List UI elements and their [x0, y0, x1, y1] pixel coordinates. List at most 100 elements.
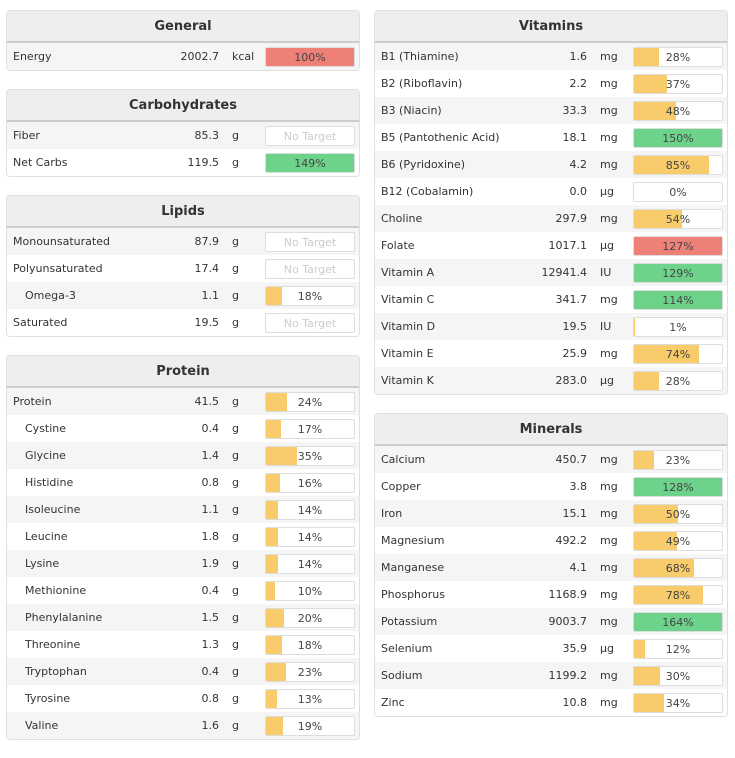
- nutrient-amount: 10.8: [562, 696, 588, 709]
- nutrient-row-fiber[interactable]: Fiber 85.3 g No Target: [7, 122, 359, 149]
- target-progress-bar: 18%: [265, 286, 355, 306]
- nutrient-row-protein[interactable]: Protein 41.5 g 24%: [7, 388, 359, 415]
- target-progress-bar: 54%: [633, 209, 723, 229]
- progress-label: 114%: [662, 294, 694, 307]
- nutrient-amount: 1017.1: [548, 239, 588, 252]
- nutrient-row-manganese[interactable]: Manganese 4.1 mg 68%: [375, 554, 727, 581]
- nutrient-unit: mg: [600, 293, 618, 306]
- target-progress-bar: 49%: [633, 531, 723, 551]
- nutrient-amount: 2.2: [569, 77, 588, 90]
- target-progress-bar: 37%: [633, 74, 723, 94]
- nutrient-unit: g: [232, 449, 239, 462]
- progress-label: 14%: [297, 558, 323, 571]
- progress-label: 0%: [669, 186, 687, 199]
- nutrient-row-leucine[interactable]: Leucine 1.8 g 14%: [7, 523, 359, 550]
- nutrient-row-histidine[interactable]: Histidine 0.8 g 16%: [7, 469, 359, 496]
- progress-label: 28%: [665, 375, 691, 388]
- nutrient-row-folate[interactable]: Folate 1017.1 µg 127%: [375, 232, 727, 259]
- progress-fill: [634, 451, 655, 469]
- panel-title: General: [7, 11, 359, 43]
- progress-fill: [634, 532, 678, 550]
- nutrient-name: Folate: [381, 239, 415, 252]
- progress-fill: [634, 694, 664, 712]
- nutrient-amount: 12941.4: [541, 266, 588, 279]
- nutrient-row-lysine[interactable]: Lysine 1.9 g 14%: [7, 550, 359, 577]
- nutrient-row-b3-niacin[interactable]: B3 (Niacin) 33.3 mg 48%: [375, 97, 727, 124]
- progress-fill: [266, 690, 278, 708]
- progress-fill: [266, 447, 297, 465]
- progress-label: 28%: [665, 51, 691, 64]
- nutrient-name: Vitamin K: [381, 374, 434, 387]
- nutrient-unit: mg: [600, 534, 618, 547]
- nutrient-row-vitamin-c[interactable]: Vitamin C 341.7 mg 114%: [375, 286, 727, 313]
- nutrient-unit: mg: [600, 50, 618, 63]
- nutrient-row-calcium[interactable]: Calcium 450.7 mg 23%: [375, 446, 727, 473]
- nutrient-row-copper[interactable]: Copper 3.8 mg 128%: [375, 473, 727, 500]
- nutrient-unit: mg: [600, 347, 618, 360]
- nutrient-row-vitamin-e[interactable]: Vitamin E 25.9 mg 74%: [375, 340, 727, 367]
- nutrient-row-cystine[interactable]: Cystine 0.4 g 17%: [7, 415, 359, 442]
- nutrient-row-threonine[interactable]: Threonine 1.3 g 18%: [7, 631, 359, 658]
- nutrient-unit: g: [232, 638, 239, 651]
- nutrient-row-choline[interactable]: Choline 297.9 mg 54%: [375, 205, 727, 232]
- nutrient-row-energy[interactable]: Energy 2002.7 kcal 100%: [7, 43, 359, 70]
- target-progress-bar: 23%: [265, 662, 355, 682]
- nutrient-row-b12-cobalamin[interactable]: B12 (Cobalamin) 0.0 µg 0%: [375, 178, 727, 205]
- nutrient-row-vitamin-k[interactable]: Vitamin K 283.0 µg 28%: [375, 367, 727, 394]
- nutrient-amount: 0.4: [201, 422, 220, 435]
- nutrient-row-sodium[interactable]: Sodium 1199.2 mg 30%: [375, 662, 727, 689]
- progress-label: 48%: [665, 105, 691, 118]
- nutrient-row-iron[interactable]: Iron 15.1 mg 50%: [375, 500, 727, 527]
- progress-label: 19%: [297, 720, 323, 733]
- nutrient-name: Potassium: [381, 615, 438, 628]
- nutrient-row-selenium[interactable]: Selenium 35.9 µg 12%: [375, 635, 727, 662]
- panel-carbohydrates: Carbohydrates Fiber 85.3 g No Target Net Carb…: [6, 89, 360, 177]
- nutrient-row-phosphorus[interactable]: Phosphorus 1168.9 mg 78%: [375, 581, 727, 608]
- target-progress-bar: 74%: [633, 344, 723, 364]
- nutrient-row-b2-riboflavin[interactable]: B2 (Riboflavin) 2.2 mg 37%: [375, 70, 727, 97]
- nutrient-row-methionine[interactable]: Methionine 0.4 g 10%: [7, 577, 359, 604]
- nutrient-row-b6-pyridoxine[interactable]: B6 (Pyridoxine) 4.2 mg 85%: [375, 151, 727, 178]
- panel-title: Protein: [7, 356, 359, 388]
- nutrient-row-monounsaturated[interactable]: Monounsaturated 87.9 g No Target: [7, 228, 359, 255]
- right-column: Vitamins B1 (Thiamine) 1.6 mg 28% B2 (Ribofla…: [374, 10, 728, 735]
- target-progress-bar: 78%: [633, 585, 723, 605]
- progress-fill: [634, 291, 722, 309]
- panel-vitamins: Vitamins B1 (Thiamine) 1.6 mg 28% B2 (Ribofla…: [374, 10, 728, 395]
- nutrient-row-valine[interactable]: Valine 1.6 g 19%: [7, 712, 359, 739]
- nutrient-row-vitamin-a[interactable]: Vitamin A 12941.4 IU 129%: [375, 259, 727, 286]
- nutrient-row-b1-thiamine[interactable]: B1 (Thiamine) 1.6 mg 28%: [375, 43, 727, 70]
- nutrient-row-tyrosine[interactable]: Tyrosine 0.8 g 13%: [7, 685, 359, 712]
- nutrient-row-phenylalanine[interactable]: Phenylalanine 1.5 g 20%: [7, 604, 359, 631]
- nutrient-amount: 1.9: [201, 557, 220, 570]
- target-progress-bar: 14%: [265, 527, 355, 547]
- nutrient-row-glycine[interactable]: Glycine 1.4 g 35%: [7, 442, 359, 469]
- nutrient-row-tryptophan[interactable]: Tryptophan 0.4 g 23%: [7, 658, 359, 685]
- target-progress-bar: 18%: [265, 635, 355, 655]
- panel-title: Vitamins: [375, 11, 727, 43]
- target-progress-bar: 149%: [265, 153, 355, 173]
- nutrient-row-zinc[interactable]: Zinc 10.8 mg 34%: [375, 689, 727, 716]
- nutrient-amount: 341.7: [555, 293, 588, 306]
- target-progress-bar: 12%: [633, 639, 723, 659]
- nutrient-row-magnesium[interactable]: Magnesium 492.2 mg 49%: [375, 527, 727, 554]
- progress-fill: [266, 555, 279, 573]
- target-progress-bar: 114%: [633, 290, 723, 310]
- nutrient-unit: g: [232, 611, 239, 624]
- nutrient-name: Vitamin E: [381, 347, 434, 360]
- nutrient-unit: mg: [600, 104, 618, 117]
- progress-label: 128%: [662, 481, 694, 494]
- nutrient-row-b5-pantothenic-acid[interactable]: B5 (Pantothenic Acid) 18.1 mg 150%: [375, 124, 727, 151]
- nutrient-row-isoleucine[interactable]: Isoleucine 1.1 g 14%: [7, 496, 359, 523]
- nutrient-unit: IU: [600, 266, 612, 279]
- target-progress-bar: 14%: [265, 554, 355, 574]
- nutrient-name: Histidine: [25, 476, 74, 489]
- nutrient-row-vitamin-d[interactable]: Vitamin D 19.5 IU 1%: [375, 313, 727, 340]
- nutrient-row-omega-3[interactable]: Omega-3 1.1 g 18%: [7, 282, 359, 309]
- target-progress-bar: 48%: [633, 101, 723, 121]
- progress-label: 12%: [665, 643, 691, 656]
- nutrient-row-potassium[interactable]: Potassium 9003.7 mg 164%: [375, 608, 727, 635]
- nutrient-row-polyunsaturated[interactable]: Polyunsaturated 17.4 g No Target: [7, 255, 359, 282]
- nutrient-row-net-carbs[interactable]: Net Carbs 119.5 g 149%: [7, 149, 359, 176]
- nutrient-row-saturated[interactable]: Saturated 19.5 g No Target: [7, 309, 359, 336]
